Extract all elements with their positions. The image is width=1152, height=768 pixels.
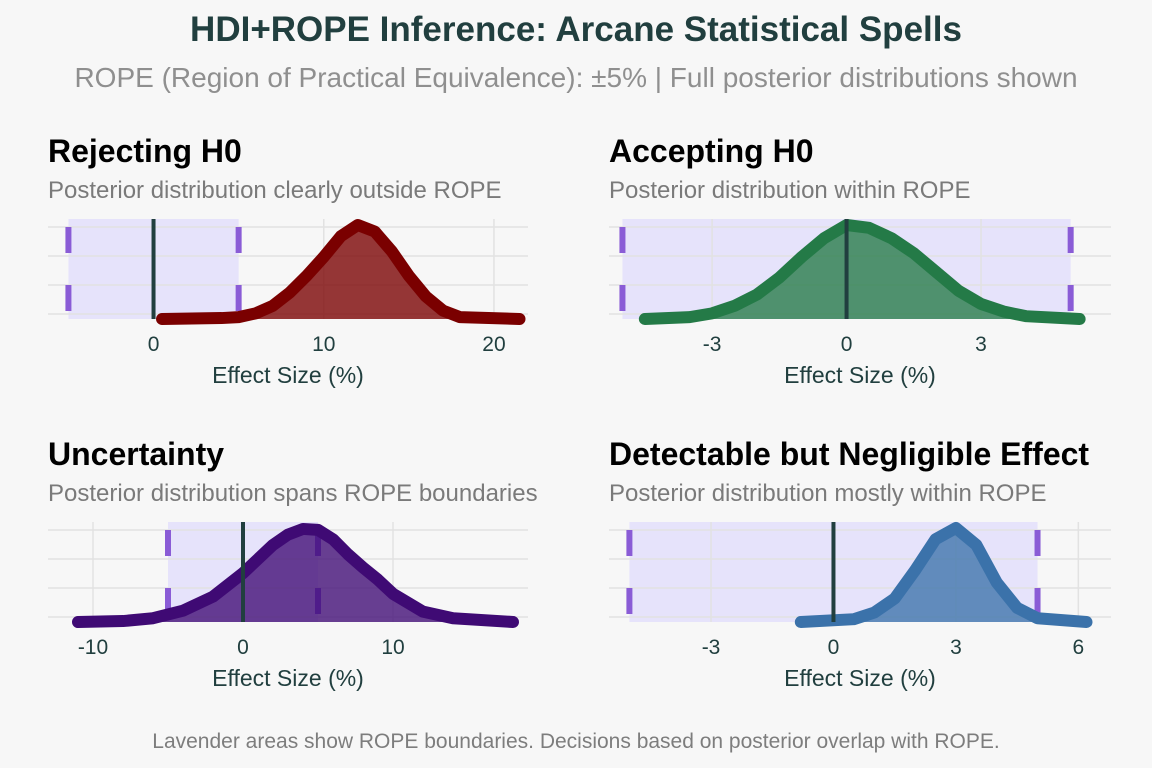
x-tick-label: 3: [950, 636, 962, 659]
x-axis-label: Effect Size (%): [212, 665, 364, 691]
x-tick-label: 0: [148, 333, 160, 356]
x-tick-label: 0: [841, 333, 853, 356]
panel-title: Accepting H0: [609, 133, 814, 169]
posterior-plot-negligible: -3 0 3 6 Effect Size (%): [609, 522, 1111, 691]
posterior-plot-uncertainty: -10 0 10 Effect Size (%): [48, 522, 528, 691]
posterior-density-area: [78, 528, 513, 622]
x-tick-label: 20: [482, 333, 505, 356]
x-tick-label: -10: [78, 636, 108, 659]
posterior-plot-rejecting: 0 10 20 Effect Size (%): [48, 219, 528, 388]
posterior-plot-accepting: -3 0 3 Effect Size (%): [609, 219, 1111, 388]
panel-title: Uncertainty: [48, 436, 225, 472]
x-tick-label: 6: [1073, 636, 1085, 659]
panel-subtitle: Posterior distribution clearly outside R…: [48, 177, 502, 204]
posterior-density-line: [156, 219, 526, 325]
chart-title: HDI+ROPE Inference: Arcane Statistical S…: [190, 10, 962, 49]
panel-subtitle: Posterior distribution spans ROPE bounda…: [48, 480, 538, 507]
panel-subtitle: Posterior distribution mostly within ROP…: [609, 480, 1047, 507]
x-axis-label: Effect Size (%): [784, 362, 936, 388]
panel-negligible-effect: Detectable but Negligible Effect Posteri…: [609, 436, 1149, 726]
panel-rejecting-h0: Rejecting H0 Posterior distribution clea…: [48, 133, 588, 423]
posterior-density-area: [162, 225, 520, 319]
posterior-density-line: [638, 219, 1086, 325]
x-tick-label: 0: [237, 636, 249, 659]
chart-subtitle: ROPE (Region of Practical Equivalence): …: [74, 62, 1078, 93]
panel-accepting-h0: Accepting H0 Posterior distribution with…: [609, 133, 1149, 423]
posterior-density-area: [800, 528, 1087, 622]
x-tick-label: 3: [975, 333, 987, 356]
posterior-density-line: [794, 522, 1093, 628]
posterior-density-area: [644, 225, 1080, 319]
panel-uncertainty: Uncertainty Posterior distribution spans…: [48, 436, 588, 726]
x-axis-label: Effect Size (%): [212, 362, 364, 388]
panel-subtitle: Posterior distribution within ROPE: [609, 177, 971, 204]
x-tick-label: 10: [312, 333, 335, 356]
x-tick-label: -3: [703, 333, 722, 356]
x-tick-label: 10: [381, 636, 404, 659]
panel-title: Rejecting H0: [48, 133, 242, 169]
posterior-density-line: [72, 522, 519, 628]
panel-title: Detectable but Negligible Effect: [609, 436, 1090, 472]
chart-caption: Lavender areas show ROPE boundaries. Dec…: [152, 730, 1000, 753]
x-tick-label: -3: [702, 636, 721, 659]
x-axis-label: Effect Size (%): [784, 665, 936, 691]
x-tick-label: 0: [828, 636, 840, 659]
